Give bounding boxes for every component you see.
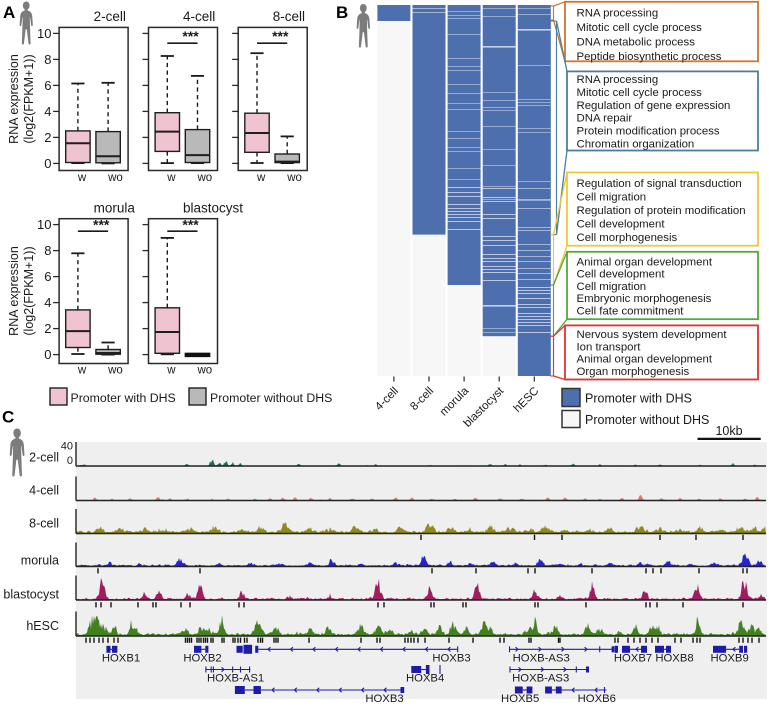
svg-text:10: 10 xyxy=(37,26,51,41)
svg-text:4-cell: 4-cell xyxy=(183,9,215,24)
svg-text:2: 2 xyxy=(44,130,51,145)
svg-text:HOXB4: HOXB4 xyxy=(406,673,444,685)
svg-text:4-cell: 4-cell xyxy=(29,484,59,498)
svg-text:Promoter without DHS: Promoter without DHS xyxy=(210,391,332,405)
svg-text:wo: wo xyxy=(107,172,123,184)
svg-text:40: 40 xyxy=(61,441,73,453)
svg-text:HOXB9: HOXB9 xyxy=(710,653,748,665)
svg-text:wo: wo xyxy=(197,172,213,184)
svg-text:C: C xyxy=(2,408,14,427)
svg-text:(log2(FPKM+1)): (log2(FPKM+1)) xyxy=(22,54,36,143)
svg-text:***: *** xyxy=(182,216,199,232)
svg-text:8: 8 xyxy=(44,52,51,67)
svg-text:4: 4 xyxy=(44,295,51,310)
svg-text:2-cell: 2-cell xyxy=(29,450,59,464)
svg-text:Protein modification process: Protein modification process xyxy=(577,126,720,138)
svg-text:w: w xyxy=(166,172,176,184)
svg-text:***: *** xyxy=(182,28,199,44)
svg-text:Mitotic cell cycle process: Mitotic cell cycle process xyxy=(577,87,703,99)
svg-text:8-cell: 8-cell xyxy=(273,9,305,24)
svg-text:w: w xyxy=(77,172,87,184)
svg-text:wo: wo xyxy=(107,365,123,377)
svg-text:Cell development: Cell development xyxy=(577,269,666,281)
svg-text:B: B xyxy=(336,3,348,22)
svg-text:6: 6 xyxy=(44,269,51,284)
svg-text:HOXB-AS1: HOXB-AS1 xyxy=(207,673,264,685)
svg-text:morula: morula xyxy=(21,553,59,567)
svg-text:Promoter with DHS: Promoter with DHS xyxy=(71,391,176,405)
svg-text:HOXB8: HOXB8 xyxy=(655,653,693,665)
svg-text:wo: wo xyxy=(197,365,213,377)
svg-text:Mitotic cell cycle process: Mitotic cell cycle process xyxy=(577,22,703,34)
svg-text:0: 0 xyxy=(44,156,51,171)
svg-text:DNA metabolic process: DNA metabolic process xyxy=(577,36,696,48)
svg-text:Cell development: Cell development xyxy=(577,219,666,231)
svg-text:HOXB1: HOXB1 xyxy=(102,653,140,665)
svg-text:Promoter without DHS: Promoter without DHS xyxy=(585,413,709,427)
svg-text:wo: wo xyxy=(286,172,302,184)
svg-text:RNA expression: RNA expression xyxy=(7,54,21,144)
svg-text:(log2(FPKM+1)): (log2(FPKM+1)) xyxy=(22,246,36,335)
svg-text:0: 0 xyxy=(67,455,73,467)
svg-text:8-cell: 8-cell xyxy=(29,517,59,531)
svg-text:HOXB2: HOXB2 xyxy=(183,653,221,665)
svg-text:HOXB6: HOXB6 xyxy=(578,693,616,705)
svg-text:2: 2 xyxy=(44,321,51,336)
svg-text:DNA repair: DNA repair xyxy=(577,113,633,125)
svg-text:HOXB3: HOXB3 xyxy=(365,693,403,705)
svg-text:A: A xyxy=(3,3,15,22)
svg-text:RNA processing: RNA processing xyxy=(577,74,659,86)
svg-text:w: w xyxy=(77,365,87,377)
svg-text:Cell fate commitment: Cell fate commitment xyxy=(577,305,685,317)
svg-text:Animal organ development: Animal organ development xyxy=(577,354,713,366)
svg-text:w: w xyxy=(256,172,266,184)
svg-text:Peptide biosynthetic process: Peptide biosynthetic process xyxy=(577,51,722,63)
svg-text:Regulation of gene expression: Regulation of gene expression xyxy=(577,100,731,112)
svg-text:HOXB-AS3: HOXB-AS3 xyxy=(512,673,569,685)
svg-text:10kb: 10kb xyxy=(715,424,742,438)
svg-text:blastocyst: blastocyst xyxy=(183,201,243,216)
svg-text:HOXB-AS3: HOXB-AS3 xyxy=(513,653,570,665)
svg-text:Cell migration: Cell migration xyxy=(577,192,647,204)
svg-text:8: 8 xyxy=(44,243,51,258)
svg-text:HOXB7: HOXB7 xyxy=(614,653,652,665)
svg-text:6: 6 xyxy=(44,78,51,93)
svg-text:Organ morphogenesis: Organ morphogenesis xyxy=(577,366,690,378)
svg-text:4: 4 xyxy=(44,104,51,119)
svg-text:Regulation of protein modifica: Regulation of protein modification xyxy=(577,205,746,217)
svg-text:HOXB5: HOXB5 xyxy=(501,693,539,705)
svg-text:***: *** xyxy=(93,216,110,232)
svg-text:0: 0 xyxy=(44,347,51,362)
svg-text:Animal organ development: Animal organ development xyxy=(577,257,713,269)
svg-text:***: *** xyxy=(272,28,289,44)
svg-text:10: 10 xyxy=(37,217,51,232)
svg-text:blastocyst: blastocyst xyxy=(3,588,59,602)
svg-text:RNA processing: RNA processing xyxy=(577,7,659,19)
svg-text:HOXB3: HOXB3 xyxy=(432,653,470,665)
svg-text:Ion transport: Ion transport xyxy=(577,341,642,353)
svg-text:2-cell: 2-cell xyxy=(94,9,126,24)
svg-text:Cell migration: Cell migration xyxy=(577,281,647,293)
svg-text:Nervous system development: Nervous system development xyxy=(577,329,728,341)
svg-text:Promoter with DHS: Promoter with DHS xyxy=(585,392,692,406)
svg-text:Cell morphogenesis: Cell morphogenesis xyxy=(577,232,678,244)
svg-text:hESC: hESC xyxy=(26,619,59,633)
svg-text:Regulation of signal transduct: Regulation of signal transduction xyxy=(577,178,742,190)
svg-text:Embryonic morphogenesis: Embryonic morphogenesis xyxy=(577,293,712,305)
svg-text:RNA expression: RNA expression xyxy=(7,246,21,336)
svg-text:Chromatin organization: Chromatin organization xyxy=(577,139,695,151)
svg-text:w: w xyxy=(166,365,176,377)
svg-text:morula: morula xyxy=(94,201,136,216)
